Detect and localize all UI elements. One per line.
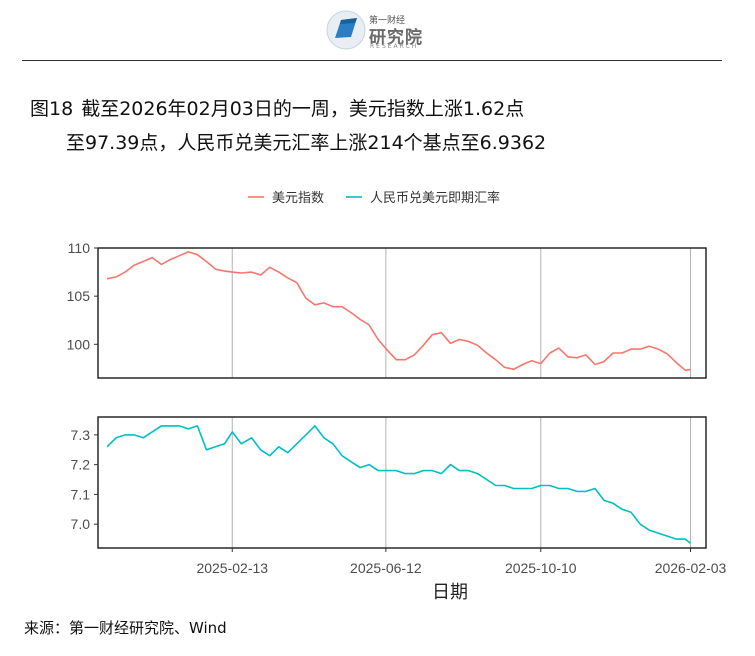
panel-frame-1 bbox=[97, 416, 707, 549]
brand-logo: 第一财经 研究院 RESEARCH bbox=[326, 10, 436, 52]
figure-title: 图18 截至2026年02月03日的一周，美元指数上涨1.62点 至97.39点，… bbox=[30, 92, 546, 160]
logo-mark-icon bbox=[326, 10, 366, 50]
x-tick-label-2: 2025-10-10 bbox=[505, 560, 577, 576]
panel-0: 100 105 110 bbox=[67, 240, 707, 379]
y-tick-label-1-0: 7.0 bbox=[71, 516, 91, 532]
y-tick-label-0-0: 100 bbox=[67, 336, 91, 352]
dual-panel-line-chart: 美元指数 人民币兑美元即期汇率 100 105 110 7.0 7.1 7.2 7.3 2025-… bbox=[67, 190, 727, 603]
series-line-0 bbox=[106, 251, 691, 372]
x-tick-label-0: 2025-02-13 bbox=[196, 560, 268, 576]
legend-label-0: 美元指数 bbox=[272, 191, 324, 206]
legend-label-1: 人民币兑美元即期汇率 bbox=[370, 190, 500, 206]
header-divider bbox=[22, 60, 722, 61]
logo-big-text: 研究院 bbox=[369, 28, 423, 48]
y-tick-label-0-2: 110 bbox=[68, 240, 91, 256]
y-tick-label-1-2: 7.2 bbox=[71, 457, 91, 473]
chart-legend: 美元指数 人民币兑美元即期汇率 bbox=[248, 190, 500, 206]
logo-sub-text: RESEARCH bbox=[370, 43, 419, 50]
y-tick-label-0-1: 105 bbox=[67, 288, 91, 304]
y-tick-label-1-1: 7.1 bbox=[71, 486, 91, 502]
figure-label: 图18 bbox=[30, 98, 74, 120]
panel-frame-0 bbox=[97, 247, 707, 379]
title-line-1: 截至2026年02月03日的一周，美元指数上涨1.62点 bbox=[81, 98, 525, 120]
title-line-2: 至97.39点，人民币兑美元汇率上涨214个基点至6.9362 bbox=[66, 132, 547, 154]
x-axis-title: 日期 bbox=[432, 582, 468, 603]
x-tick-label-3: 2026-02-03 bbox=[655, 560, 727, 576]
x-tick-label-1: 2025-06-12 bbox=[350, 560, 422, 576]
source-note: 来源：第一财经研究院、Wind bbox=[24, 619, 227, 637]
panel-1: 7.0 7.1 7.2 7.3 bbox=[71, 416, 707, 549]
y-tick-label-1-3: 7.3 bbox=[71, 427, 91, 443]
logo-small-text: 第一财经 bbox=[369, 16, 406, 26]
series-line-1 bbox=[106, 425, 691, 544]
